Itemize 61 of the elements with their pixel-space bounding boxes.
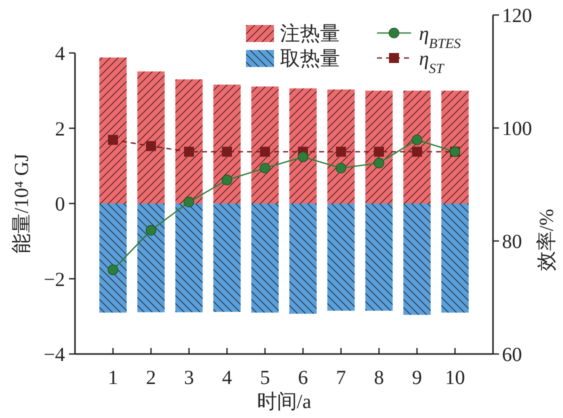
bar [137,204,165,312]
point [108,134,118,145]
x-tick-label: 3 [184,367,194,389]
point [184,146,194,157]
x-tick-label: 2 [146,367,156,389]
bar [441,204,469,313]
point [374,146,384,157]
x-tick-label: 5 [260,367,270,389]
x-tick-label: 7 [336,367,346,389]
point [146,224,156,236]
bar [213,204,241,312]
point [222,146,232,157]
point [374,158,384,168]
bar [403,204,431,315]
point [412,134,422,146]
bar [289,204,317,314]
point [412,146,422,157]
point [260,162,270,174]
y2-tick-label: 100 [502,118,532,140]
y-tick-label: 0 [55,194,65,216]
bar [251,86,279,204]
point [298,152,308,162]
bar [441,90,469,204]
y2-tick-label: 80 [502,231,522,253]
bar [99,204,127,313]
y-tick-label: −4 [44,344,65,366]
x-tick-label: 6 [298,367,308,389]
x-tick-label: 4 [222,367,232,389]
point [336,162,346,174]
bar [365,204,393,311]
bar [327,89,355,204]
point [260,146,270,157]
y-axis-title: 能量/10⁴ GJ [11,153,33,254]
x-tick-label: 10 [445,367,465,389]
x-tick-label: 8 [374,367,384,389]
bar [175,79,203,204]
y2-axis-title: 效率/% [536,208,558,272]
bar [99,58,127,204]
y-tick-label: 2 [55,118,65,140]
bar [365,90,393,204]
y-tick-label: 4 [55,43,65,65]
legend-label: 取热量 [280,48,340,70]
point [146,141,156,152]
bar [175,204,203,312]
point [336,146,346,157]
bar [289,88,317,204]
x-tick-label: 1 [108,367,118,389]
point [184,196,194,208]
bar [251,204,279,313]
y2-tick-label: 60 [502,344,522,366]
bar [403,90,431,204]
legend-label: 注热量 [280,23,340,45]
y2-tick-label: 120 [502,5,532,27]
x-tick-label: 9 [412,367,422,389]
y-tick-label: −2 [44,268,65,291]
bar [327,204,355,311]
bar [213,84,241,204]
point [108,264,118,276]
bar [137,71,165,204]
point [222,174,232,186]
x-axis-title: 时间/a [256,391,312,413]
